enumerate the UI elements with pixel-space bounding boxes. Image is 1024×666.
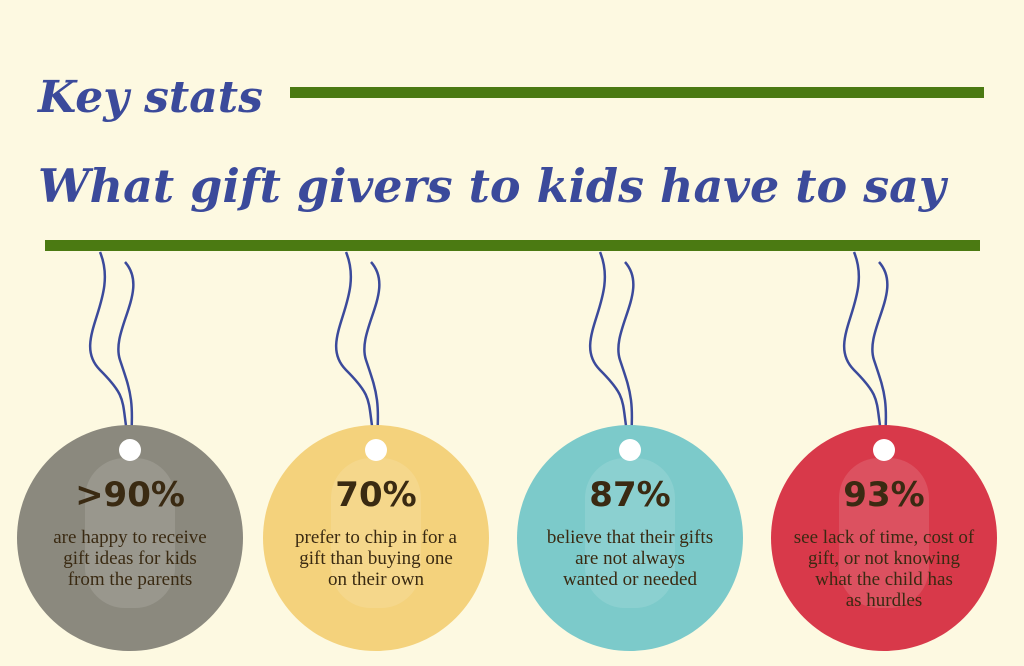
stat-description: see lack of time, cost of — [794, 527, 975, 548]
string — [842, 251, 886, 451]
divider — [290, 87, 984, 98]
string — [617, 261, 635, 451]
stat-value: 93% — [843, 475, 924, 515]
tag — [771, 425, 997, 651]
tag — [17, 425, 243, 651]
stat-description: on their own — [328, 569, 425, 590]
string — [334, 251, 378, 451]
hanging-bar — [45, 240, 980, 251]
stat-description: what the child has — [815, 569, 953, 590]
tag-hole — [119, 439, 141, 461]
stat-description: wanted or needed — [563, 569, 697, 590]
stat-description: from the parents — [68, 569, 193, 590]
tag — [517, 425, 743, 651]
tag-hole — [365, 439, 387, 461]
icon — [331, 458, 421, 608]
string — [363, 261, 381, 451]
stat-description: gift, or not knowing — [808, 548, 960, 569]
stat-description: gift than buying one — [299, 548, 453, 569]
tag — [263, 425, 489, 651]
stat-description: gift ideas for kids — [63, 548, 197, 569]
stat-description: as hurdles — [846, 590, 923, 611]
icon — [585, 458, 675, 608]
stat-description: prefer to chip in for a — [295, 527, 458, 548]
string — [88, 251, 132, 451]
string — [117, 261, 135, 451]
stat-description: believe that their gifts — [547, 527, 713, 548]
string — [871, 261, 889, 451]
tag-hole — [873, 439, 895, 461]
stat-description: are not always — [575, 548, 685, 569]
stat-description: are happy to receive — [53, 527, 207, 548]
string — [588, 251, 632, 451]
stat-value: 70% — [335, 475, 416, 515]
stat-value: 87% — [589, 475, 670, 515]
subtitle: What gift givers to kids have to say — [38, 159, 949, 213]
title: Key stats — [36, 72, 263, 123]
icon — [85, 458, 175, 608]
icon — [839, 458, 929, 608]
stat-value: >90% — [75, 475, 185, 515]
tag-hole — [619, 439, 641, 461]
